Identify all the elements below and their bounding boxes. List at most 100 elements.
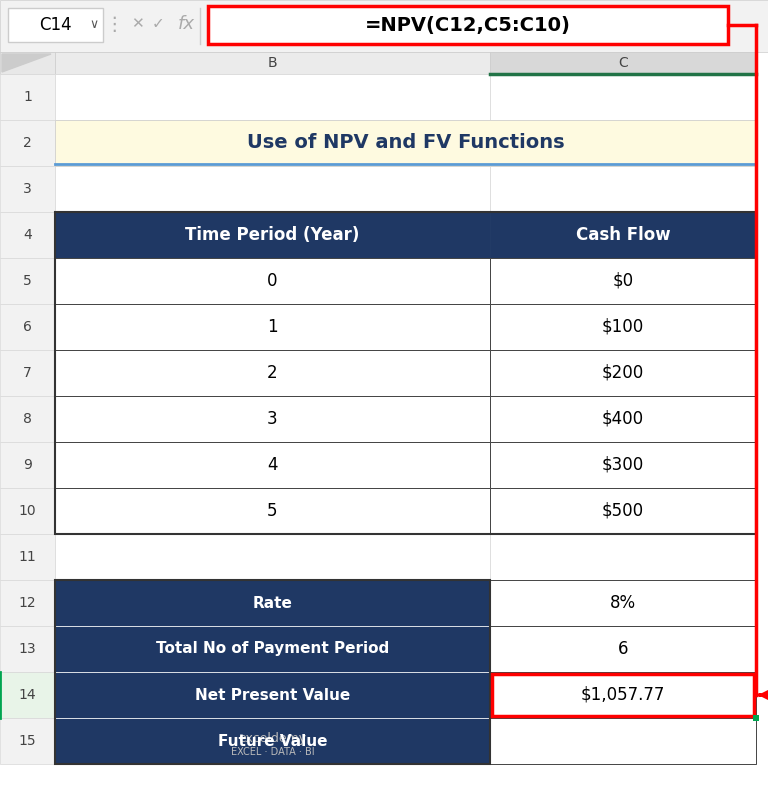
Text: 9: 9 — [23, 458, 32, 472]
Text: EXCEL · DATA · BI: EXCEL · DATA · BI — [230, 747, 314, 757]
Bar — [490, 580, 756, 626]
Bar — [490, 718, 756, 764]
Bar — [55, 258, 490, 304]
Bar — [490, 580, 756, 626]
Bar — [490, 212, 756, 258]
Text: 6: 6 — [617, 640, 628, 658]
Text: ✓: ✓ — [151, 17, 164, 32]
Bar — [490, 396, 756, 442]
Bar — [55, 626, 490, 672]
Bar — [0, 52, 55, 74]
Bar — [490, 488, 756, 534]
Bar — [55, 534, 490, 580]
Bar — [492, 674, 754, 716]
Text: $200: $200 — [602, 364, 644, 382]
Text: Total No of Payment Period: Total No of Payment Period — [156, 642, 389, 657]
Bar — [0, 258, 55, 304]
Text: 6: 6 — [23, 320, 32, 334]
Bar — [55, 580, 490, 626]
Bar — [490, 304, 756, 350]
Bar — [490, 442, 756, 488]
Bar — [490, 672, 756, 718]
Bar — [0, 626, 55, 672]
Bar — [55, 212, 490, 258]
Text: ✕: ✕ — [131, 17, 144, 32]
Text: 12: 12 — [18, 596, 36, 610]
Bar — [490, 488, 756, 534]
Bar — [490, 304, 756, 350]
Text: 14: 14 — [18, 688, 36, 702]
Bar — [0, 672, 55, 718]
Bar — [55, 166, 490, 212]
Text: C14: C14 — [38, 16, 71, 34]
Text: 11: 11 — [18, 550, 36, 564]
Bar — [753, 715, 759, 721]
Text: ⋮: ⋮ — [104, 14, 124, 33]
Polygon shape — [2, 54, 51, 72]
Bar — [55, 258, 490, 304]
Bar — [0, 534, 55, 580]
Bar — [490, 718, 756, 764]
Text: 3: 3 — [23, 182, 32, 196]
Bar — [55, 626, 490, 672]
Bar — [55, 718, 490, 764]
Bar — [490, 672, 756, 718]
Bar — [490, 396, 756, 442]
Text: Use of NPV and FV Functions: Use of NPV and FV Functions — [247, 134, 564, 153]
Bar — [490, 74, 756, 120]
Bar — [55, 488, 490, 534]
Bar — [55, 350, 490, 396]
Text: B: B — [268, 56, 277, 70]
Bar — [55, 442, 490, 488]
Text: 2: 2 — [23, 136, 32, 150]
Text: 4: 4 — [267, 456, 278, 474]
Text: $100: $100 — [602, 318, 644, 336]
Bar — [55, 718, 490, 764]
Text: $400: $400 — [602, 410, 644, 428]
Bar — [0, 212, 55, 258]
Bar — [490, 350, 756, 396]
Text: 8: 8 — [23, 412, 32, 426]
Bar — [55, 74, 490, 120]
Bar — [8, 8, 103, 42]
Text: 1: 1 — [267, 318, 278, 336]
Bar — [490, 534, 756, 580]
Text: $300: $300 — [602, 456, 644, 474]
Text: 7: 7 — [23, 366, 32, 380]
Bar — [490, 350, 756, 396]
Bar — [490, 442, 756, 488]
Text: ∨: ∨ — [89, 18, 98, 32]
Bar — [55, 304, 490, 350]
Text: $0: $0 — [612, 272, 634, 290]
Text: 5: 5 — [267, 502, 278, 520]
Bar — [0, 74, 55, 120]
Text: 5: 5 — [23, 274, 32, 288]
Text: exceldemy: exceldemy — [238, 732, 306, 745]
Bar — [55, 672, 490, 718]
Text: 3: 3 — [267, 410, 278, 428]
Text: $1,057.77: $1,057.77 — [581, 686, 665, 704]
Bar — [55, 212, 756, 534]
Bar — [55, 52, 490, 74]
Bar — [490, 626, 756, 672]
Bar — [55, 442, 490, 488]
Bar — [0, 672, 55, 718]
Bar — [55, 672, 490, 718]
Bar — [490, 166, 756, 212]
Text: 4: 4 — [23, 228, 32, 242]
Bar — [490, 258, 756, 304]
Bar — [55, 396, 490, 442]
Text: =NPV(C12,C5:C10): =NPV(C12,C5:C10) — [365, 15, 571, 34]
Text: Rate: Rate — [253, 595, 293, 611]
Text: Future Value: Future Value — [218, 734, 327, 749]
Text: 10: 10 — [18, 504, 36, 518]
Bar — [490, 52, 756, 74]
Bar — [55, 580, 490, 626]
Bar — [0, 718, 55, 764]
Bar — [55, 580, 490, 764]
Bar — [55, 212, 490, 258]
Bar — [55, 488, 490, 534]
Bar — [0, 166, 55, 212]
Bar — [490, 120, 756, 166]
Text: Time Period (Year): Time Period (Year) — [185, 226, 359, 244]
